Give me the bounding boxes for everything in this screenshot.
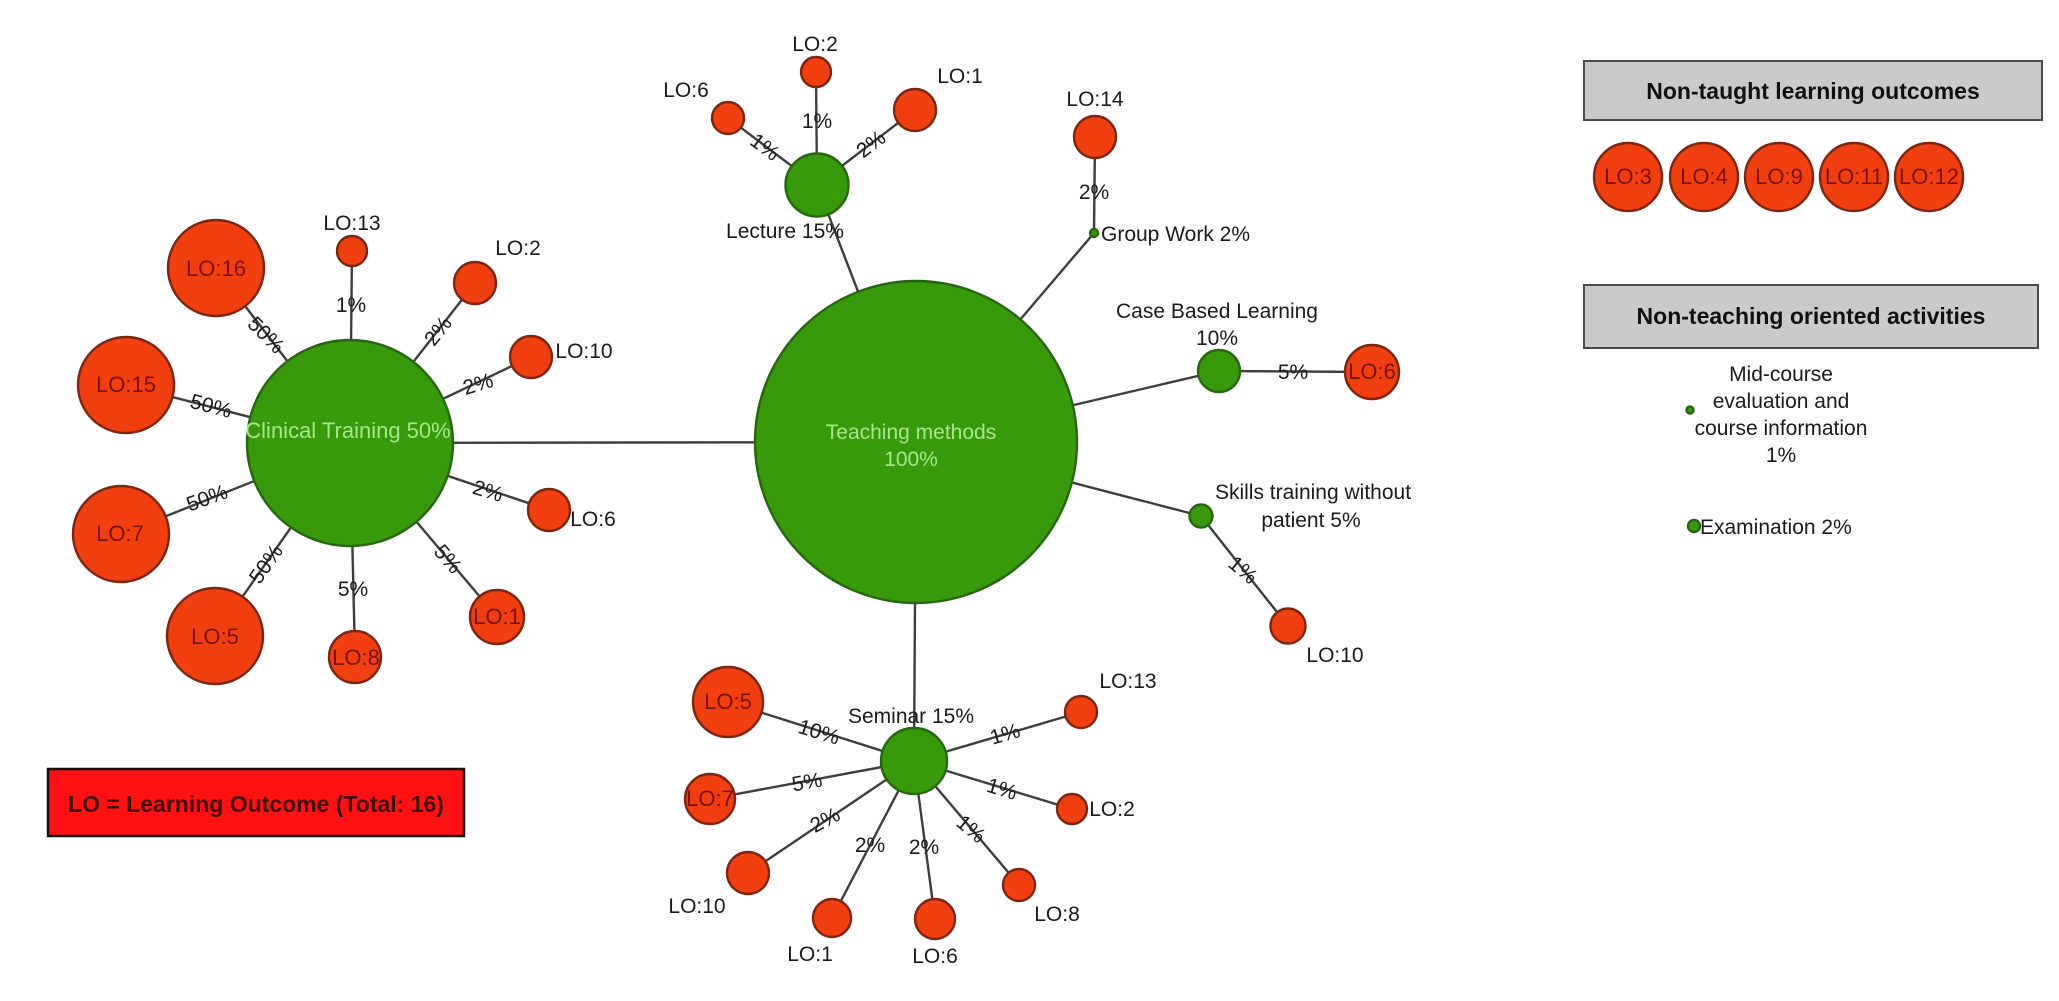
svg-text:LO:8: LO:8 (1034, 903, 1080, 926)
svg-text:1%: 1% (1766, 444, 1796, 467)
svg-text:1%: 1% (336, 294, 366, 317)
svg-text:LO:9: LO:9 (1755, 164, 1803, 189)
svg-text:Case Based Learning: Case Based Learning (1116, 300, 1318, 323)
svg-text:10%: 10% (795, 715, 842, 749)
svg-text:50%: 50% (188, 390, 235, 423)
svg-text:LO:10: LO:10 (555, 340, 612, 363)
svg-text:Non-teaching oriented activiti: Non-teaching oriented activities (1637, 303, 1986, 329)
svg-text:50%: 50% (243, 312, 289, 358)
svg-text:Seminar 15%: Seminar 15% (848, 705, 974, 728)
svg-text:1%: 1% (987, 719, 1023, 749)
svg-text:LO = Learning Outcome (Total:: LO = Learning Outcome (Total: 16) (68, 791, 444, 817)
svg-text:Examination 2%: Examination 2% (1700, 516, 1852, 539)
svg-text:LO:5: LO:5 (191, 624, 239, 649)
svg-text:50%: 50% (245, 540, 288, 588)
svg-text:LO:1: LO:1 (937, 65, 983, 88)
svg-text:Non-taught learning outcomes: Non-taught learning outcomes (1646, 78, 1980, 104)
svg-text:LO:2: LO:2 (1089, 798, 1135, 821)
svg-text:LO:2: LO:2 (792, 33, 838, 56)
svg-text:LO:4: LO:4 (1680, 164, 1728, 189)
svg-text:LO:1: LO:1 (473, 604, 521, 629)
svg-text:Lecture 15%: Lecture 15% (726, 220, 844, 243)
svg-text:1%: 1% (984, 774, 1020, 805)
svg-text:2%: 2% (470, 476, 506, 507)
svg-text:LO:14: LO:14 (1066, 88, 1124, 111)
svg-text:LO:6: LO:6 (570, 508, 616, 531)
svg-text:LO:11: LO:11 (1825, 164, 1883, 189)
svg-text:5%: 5% (338, 578, 368, 601)
svg-text:LO:15: LO:15 (96, 372, 156, 397)
svg-text:2%: 2% (806, 803, 844, 838)
svg-text:2%: 2% (855, 834, 885, 857)
svg-text:100%: 100% (884, 448, 938, 471)
svg-text:Mid-course: Mid-course (1729, 363, 1833, 386)
svg-text:5%: 5% (790, 769, 824, 797)
svg-text:10%: 10% (1196, 327, 1238, 350)
svg-text:evaluation and: evaluation and (1713, 390, 1850, 413)
svg-text:2%: 2% (852, 126, 890, 163)
svg-text:2%: 2% (1079, 181, 1109, 204)
svg-text:1%: 1% (802, 110, 832, 133)
svg-text:Clinical Training 50%: Clinical Training 50% (245, 418, 450, 443)
svg-text:LO:7: LO:7 (96, 521, 144, 546)
svg-text:LO:1: LO:1 (787, 943, 833, 966)
svg-text:LO:2: LO:2 (495, 237, 541, 260)
svg-text:patient 5%: patient 5% (1261, 509, 1360, 532)
svg-text:LO:7: LO:7 (686, 786, 734, 811)
svg-text:LO:12: LO:12 (1899, 164, 1959, 189)
svg-text:1%: 1% (1224, 552, 1262, 589)
svg-text:2%: 2% (909, 836, 939, 859)
svg-text:Teaching methods: Teaching methods (826, 421, 996, 444)
svg-text:LO:10: LO:10 (1306, 644, 1363, 667)
svg-text:LO:16: LO:16 (186, 256, 246, 281)
svg-text:LO:13: LO:13 (323, 212, 380, 235)
svg-text:LO:6: LO:6 (1348, 359, 1396, 384)
svg-text:LO:8: LO:8 (332, 645, 380, 670)
svg-text:course information: course information (1695, 417, 1868, 440)
svg-text:Group Work 2%: Group Work 2% (1101, 223, 1250, 246)
svg-text:LO:6: LO:6 (663, 79, 709, 102)
svg-text:LO:13: LO:13 (1099, 670, 1156, 693)
svg-text:Skills training without: Skills training without (1215, 481, 1411, 504)
svg-text:LO:6: LO:6 (912, 945, 958, 968)
svg-text:LO:5: LO:5 (704, 689, 752, 714)
svg-text:2%: 2% (460, 369, 496, 400)
svg-text:LO:3: LO:3 (1604, 164, 1652, 189)
svg-text:50%: 50% (183, 480, 230, 516)
svg-text:5%: 5% (1278, 361, 1308, 384)
svg-text:LO:10: LO:10 (668, 895, 725, 918)
